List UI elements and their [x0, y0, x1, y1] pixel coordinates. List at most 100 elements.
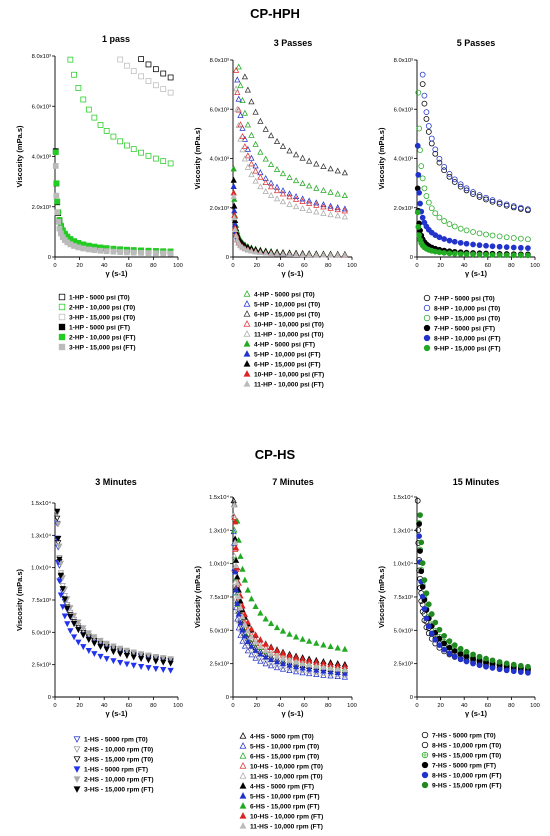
data-point	[239, 613, 246, 620]
data-point	[489, 198, 496, 205]
data-point	[235, 536, 242, 543]
data-point	[145, 657, 152, 664]
data-point	[167, 74, 174, 81]
data-point	[292, 193, 300, 200]
data-point	[503, 244, 510, 250]
data-point	[234, 607, 241, 614]
legend-entry: 8-HP - 10,000 psi (T0)	[423, 304, 500, 312]
chart-title: 3 Minutes	[95, 477, 137, 487]
legend-marker	[423, 344, 431, 352]
data-point	[273, 187, 281, 194]
legend-entry: 7-HS - 5000 rpm (FT)	[421, 761, 496, 769]
x-tick-label: 20	[254, 703, 260, 709]
data-point	[252, 646, 259, 653]
data-point	[432, 150, 439, 157]
data-point	[476, 653, 483, 660]
series-points	[232, 66, 348, 214]
data-point	[234, 89, 241, 96]
data-point	[67, 613, 74, 620]
series-points	[416, 520, 531, 671]
data-point	[341, 205, 348, 212]
legend-entry: 8-HS - 10,000 rpm (FT)	[421, 771, 502, 779]
legend-marker	[423, 334, 431, 342]
data-point	[152, 155, 159, 162]
y-tick-label: 1.5x10⁴	[209, 494, 229, 501]
x-tick-label: 40	[101, 263, 107, 269]
data-point	[110, 643, 117, 650]
data-point	[446, 170, 453, 177]
x-tick-label: 60	[126, 263, 132, 269]
data-point	[419, 560, 426, 566]
legend-entry: 9-HS - 15,000 rpm (T0)	[421, 751, 501, 759]
data-point	[257, 657, 264, 664]
data-point	[441, 646, 448, 653]
data-point	[320, 201, 327, 208]
data-point	[235, 106, 242, 113]
data-point	[262, 188, 269, 194]
legend-label: 5-HP - 10,000 psi (T0)	[254, 301, 320, 308]
data-point	[232, 226, 239, 232]
data-point	[279, 662, 287, 669]
legend-entry: 3-HP - 15,000 psi (FT)	[58, 343, 136, 351]
data-point	[341, 169, 348, 176]
data-point	[496, 243, 503, 250]
data-point	[341, 669, 348, 676]
legend-entry: 3-HS - 15,000 rpm (T0)	[73, 756, 153, 763]
legend-entry: 7-HP - 5000 psi (T0)	[423, 294, 495, 302]
legend-label: 11-HP - 10,000 psi (FT)	[254, 381, 324, 388]
data-point	[232, 568, 239, 575]
data-point	[476, 192, 483, 198]
legend-marker	[73, 766, 81, 773]
data-point	[241, 632, 249, 639]
y-tick-label: 6.0x10³	[210, 107, 229, 113]
data-point	[446, 644, 453, 651]
data-point	[252, 177, 259, 184]
data-point	[123, 647, 131, 654]
x-tick-label: 80	[508, 703, 514, 709]
data-point	[237, 135, 244, 142]
legend-entry: 3-HP - 15,000 psi (T0)	[58, 313, 135, 321]
data-point	[239, 133, 246, 139]
data-point	[421, 577, 428, 584]
data-point	[237, 597, 244, 604]
x-tick-label: 100	[530, 263, 540, 269]
y-tick-label: 2.5x10³	[32, 663, 51, 669]
x-tick-label: 40	[461, 263, 467, 269]
data-point	[252, 638, 259, 645]
data-point	[463, 240, 470, 247]
data-point	[286, 661, 293, 668]
data-point	[110, 649, 117, 656]
data-point	[52, 163, 59, 169]
data-points	[230, 497, 348, 680]
data-point	[483, 194, 489, 201]
data-point	[61, 593, 68, 600]
data-point	[306, 637, 313, 644]
x-tick-label: 100	[530, 703, 540, 709]
data-point	[152, 653, 159, 660]
data-point	[432, 210, 439, 217]
data-point	[463, 658, 470, 665]
data-point	[235, 121, 242, 128]
legend-marker	[239, 792, 247, 799]
data-point	[428, 205, 435, 212]
data-point	[428, 140, 435, 147]
data-point	[262, 125, 269, 132]
data-point	[230, 511, 237, 518]
data-point	[457, 651, 464, 657]
legend-entry: 4-HS - 5000 rpm (FT)	[239, 782, 314, 790]
series-points	[117, 56, 174, 96]
data-point	[97, 247, 104, 254]
data-point	[451, 238, 458, 245]
y-tick-label: 8.0x10³	[210, 58, 229, 64]
data-point	[470, 229, 476, 235]
data-point	[320, 251, 327, 258]
data-point	[441, 164, 448, 170]
data-point	[160, 70, 167, 77]
data-point	[419, 81, 426, 87]
data-point	[416, 189, 422, 196]
data-point	[75, 85, 82, 91]
series-points	[417, 512, 531, 670]
data-point	[252, 248, 259, 255]
data-point	[232, 85, 240, 92]
data-points	[414, 497, 531, 676]
